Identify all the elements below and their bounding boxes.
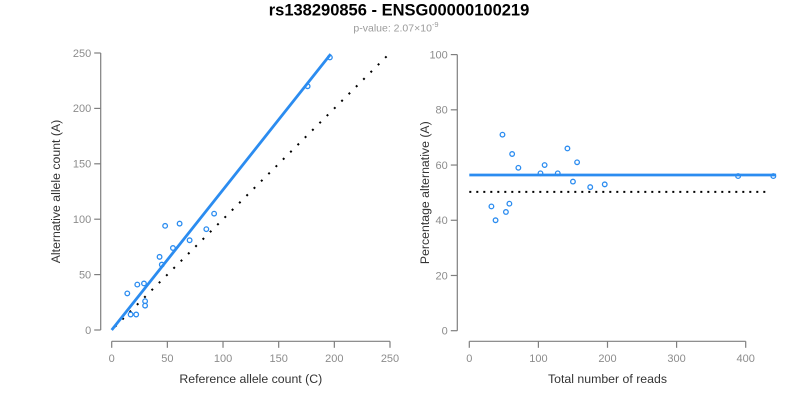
reference-dotted-line bbox=[114, 55, 388, 328]
data-point bbox=[515, 164, 522, 171]
data-point bbox=[570, 178, 576, 185]
data-point bbox=[574, 159, 581, 166]
data-point bbox=[142, 298, 149, 305]
x-tick-label: 200 bbox=[325, 353, 343, 365]
left-y-axis-title: Alternative allele count (A) bbox=[49, 120, 63, 264]
data-point bbox=[186, 237, 193, 244]
data-point bbox=[158, 261, 165, 268]
left-x-axis-title: Reference allele count (C) bbox=[179, 372, 322, 386]
x-tick-label: 150 bbox=[270, 353, 288, 365]
data-point bbox=[554, 170, 561, 177]
y-tick-label: 150 bbox=[73, 159, 91, 171]
x-tick-label: 0 bbox=[109, 353, 115, 365]
left-plot: Reference allele count (C) Alternative a… bbox=[49, 48, 399, 386]
data-point bbox=[176, 220, 183, 227]
figure-subtitle: p-value: 2.07×10-9 bbox=[353, 20, 438, 35]
data-point bbox=[156, 253, 163, 260]
pvalue-exponent: -9 bbox=[432, 20, 439, 29]
data-point bbox=[162, 222, 169, 229]
data-point bbox=[127, 311, 134, 318]
x-tick-label: 200 bbox=[598, 353, 616, 365]
data-point bbox=[502, 209, 509, 215]
y-tick-label: 60 bbox=[436, 160, 448, 172]
data-point bbox=[134, 281, 141, 288]
y-tick-label: 100 bbox=[73, 214, 91, 226]
y-tick-label: 80 bbox=[436, 105, 448, 117]
data-point bbox=[133, 311, 140, 318]
data-point bbox=[141, 280, 147, 287]
x-tick-label: 250 bbox=[381, 353, 399, 365]
figure-title: rs138290856 - ENSG00000100219 bbox=[269, 2, 530, 20]
data-point bbox=[564, 145, 571, 152]
data-point bbox=[488, 203, 495, 210]
data-point bbox=[506, 200, 513, 207]
right-y-axis-title: Percentage alternative (A) bbox=[418, 121, 432, 264]
data-point bbox=[601, 181, 608, 188]
data-point bbox=[211, 210, 218, 217]
x-tick-label: 0 bbox=[466, 353, 472, 365]
pvalue-text: p-value: 2.07×10 bbox=[353, 23, 432, 35]
right-plot: Total number of reads Percentage alterna… bbox=[418, 49, 777, 386]
data-point bbox=[541, 162, 548, 168]
data-point bbox=[587, 184, 594, 191]
data-point bbox=[304, 83, 311, 90]
data-point bbox=[499, 131, 506, 138]
y-tick-label: 20 bbox=[436, 270, 448, 282]
x-tick-label: 400 bbox=[737, 353, 755, 365]
data-point bbox=[770, 173, 777, 180]
right-x-axis-title: Total number of reads bbox=[548, 372, 667, 386]
y-tick-label: 0 bbox=[85, 325, 91, 337]
y-tick-label: 0 bbox=[442, 326, 448, 338]
x-tick-label: 100 bbox=[214, 353, 232, 365]
y-tick-label: 100 bbox=[429, 49, 447, 61]
data-point bbox=[124, 290, 131, 297]
y-tick-label: 50 bbox=[79, 269, 91, 281]
y-tick-label: 250 bbox=[73, 48, 91, 60]
data-point bbox=[537, 170, 544, 177]
data-point bbox=[203, 226, 210, 233]
x-tick-label: 50 bbox=[161, 353, 173, 365]
x-tick-label: 300 bbox=[667, 353, 685, 365]
data-point bbox=[735, 173, 742, 180]
fit-line bbox=[110, 53, 332, 331]
y-tick-label: 200 bbox=[73, 103, 91, 115]
x-tick-label: 100 bbox=[529, 353, 547, 365]
data-point bbox=[509, 151, 516, 157]
data-point bbox=[492, 217, 499, 224]
y-tick-label: 40 bbox=[436, 215, 448, 227]
data-point bbox=[169, 245, 176, 251]
data-point bbox=[326, 54, 333, 61]
